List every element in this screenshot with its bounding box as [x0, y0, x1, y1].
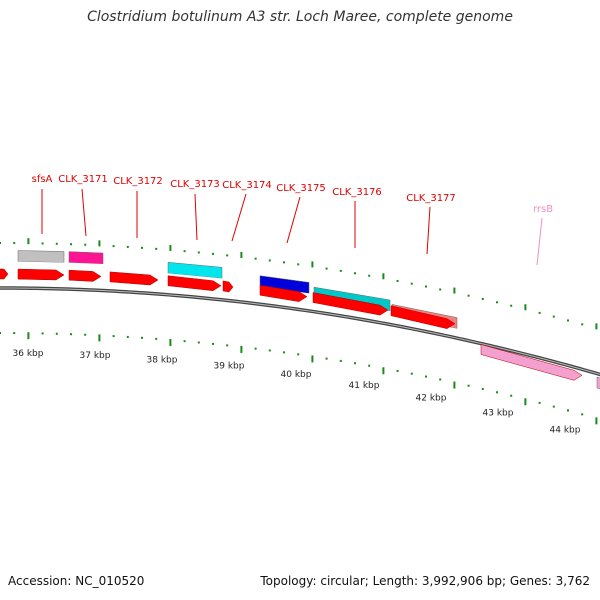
cog-feature: [17, 250, 65, 263]
cds-track: [0, 268, 456, 329]
feature-label: CLK_3172: [113, 176, 163, 187]
genome-summary-text: Topology: circular; Length: 3,992,906 bp…: [260, 574, 590, 588]
accession-text: Accession: NC_010520: [8, 574, 145, 588]
feature-label: CLK_3173: [170, 179, 220, 190]
cds-arrow: [222, 280, 234, 293]
feature-label: CLK_3174: [222, 180, 272, 191]
label-leader-line: [231, 193, 247, 242]
cds-arrow: [17, 268, 65, 281]
rrna-block: [596, 376, 600, 390]
feature-label: CLK_3176: [332, 187, 382, 198]
backbone-highlight: [0, 287, 600, 375]
cds-arrow: [312, 292, 389, 316]
cds-arrow: [68, 269, 102, 282]
feature-labels: sfsA CLK_3171 CLK_3172 CLK_3173 CLK_3174 CLK_…: [32, 174, 554, 215]
scale-label: 44 kbp: [550, 426, 581, 436]
scale-label: 37 kbp: [80, 351, 111, 361]
scale-label: 38 kbp: [147, 355, 178, 365]
cds-arrow: [167, 275, 222, 291]
scale-label: 42 kbp: [416, 394, 447, 404]
feature-label: CLK_3177: [406, 193, 456, 204]
outer-tick-track: [0, 238, 598, 330]
cog-feature: [68, 251, 104, 265]
label-leader-line: [536, 217, 543, 266]
scale-labels: 36 kbp 37 kbp 38 kbp 39 kbp 40 kbp 41 kbp 42 k…: [13, 349, 581, 435]
rrna-track: [480, 344, 600, 390]
feature-label-lines: [41, 188, 543, 266]
cds-arrow: [259, 284, 308, 302]
label-leader-line: [426, 206, 431, 255]
feature-label: CLK_3175: [276, 183, 326, 194]
rrna-arrow: [480, 344, 583, 381]
cog-separator: [68, 262, 104, 266]
genome-backbone: [0, 286, 600, 377]
label-leader-line: [286, 196, 301, 244]
feature-label: sfsA: [32, 174, 53, 185]
label-leader-line: [194, 193, 198, 241]
scale-label: 39 kbp: [214, 362, 245, 372]
cds-arrow: [390, 305, 456, 329]
cog-separator: [167, 273, 223, 280]
cds-arrow: [109, 271, 159, 286]
cds-arrow: [0, 268, 9, 280]
scale-label: 40 kbp: [281, 370, 312, 380]
scale-label: 43 kbp: [483, 409, 514, 419]
scale-label: 41 kbp: [349, 381, 380, 391]
cog-separator: [17, 261, 65, 264]
inner-tick-track: [0, 332, 598, 425]
label-leader-line: [81, 188, 87, 237]
feature-label: rrsB: [533, 204, 553, 215]
scale-label: 36 kbp: [13, 349, 44, 359]
feature-label: CLK_3171: [58, 174, 108, 185]
genome-title: Clostridium botulinum A3 str. Loch Maree…: [87, 9, 513, 25]
